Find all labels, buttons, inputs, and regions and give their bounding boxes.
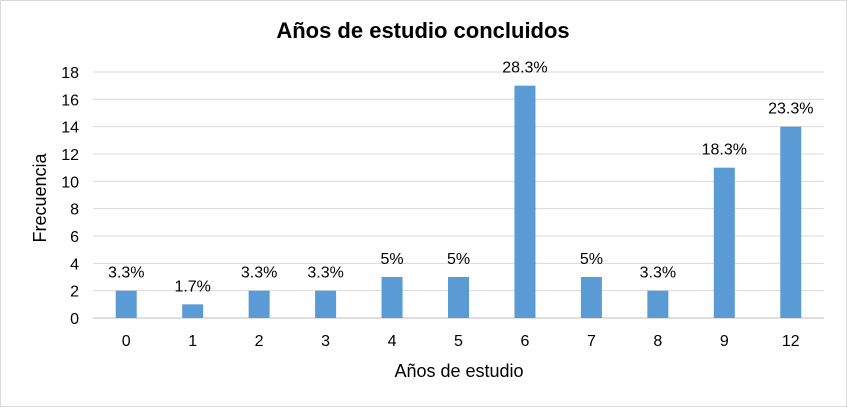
y-tick-label: 8 xyxy=(70,202,79,219)
gridlines xyxy=(93,71,824,319)
y-tick-label: 14 xyxy=(61,120,79,137)
bar xyxy=(115,290,137,318)
x-tick-label: 8 xyxy=(653,333,662,350)
y-tick-label: 4 xyxy=(70,256,79,273)
bar-data-label: 1.7% xyxy=(174,278,210,295)
bar-data-label: 3.3% xyxy=(640,265,676,282)
chart-title: Años de estudio concluidos xyxy=(276,18,569,43)
x-axis-label: Años de estudio xyxy=(394,361,523,381)
bar-data-label: 5% xyxy=(580,251,603,268)
x-tick-label: 5 xyxy=(454,333,463,350)
y-tick-label: 0 xyxy=(70,311,79,328)
x-tick-label: 12 xyxy=(782,333,800,350)
data-labels: 3.3% 1.7% 3.3% 3.3% 5% 5% 28.3% 5% 3.3% 18.3% 23.3… xyxy=(108,60,813,296)
bar-data-label: 3.3% xyxy=(307,265,343,282)
y-tick-label: 10 xyxy=(61,174,79,191)
x-tick-label: 0 xyxy=(122,333,131,350)
bar xyxy=(448,277,469,318)
bar-data-label: 3.3% xyxy=(108,265,144,282)
bar xyxy=(248,290,270,318)
bars xyxy=(115,85,802,319)
x-tick-label: 1 xyxy=(188,333,197,350)
y-tick-label: 16 xyxy=(61,92,79,109)
bar xyxy=(182,304,204,318)
y-tick-label: 12 xyxy=(61,147,79,164)
bar xyxy=(381,277,403,318)
bar-data-label: 5% xyxy=(447,251,470,268)
bar xyxy=(713,167,735,318)
x-tick-label: 2 xyxy=(255,333,264,350)
bar-data-label: 18.3% xyxy=(702,142,747,159)
bar-data-label: 23.3% xyxy=(768,101,813,118)
x-tick-label: 3 xyxy=(321,333,330,350)
bar xyxy=(580,277,602,318)
bar xyxy=(514,85,536,319)
y-tick-label: 6 xyxy=(70,229,79,246)
x-tick-label: 6 xyxy=(521,333,530,350)
bar-data-label: 28.3% xyxy=(502,60,547,77)
x-tick-label: 4 xyxy=(388,333,397,350)
x-axis-ticks: 0 1 2 3 4 5 6 7 8 9 12 xyxy=(122,333,800,350)
x-tick-label: 9 xyxy=(720,333,729,350)
y-axis-ticks: 0 2 4 6 8 10 12 14 16 18 xyxy=(61,65,79,328)
bar xyxy=(647,290,669,318)
bar-data-label: 3.3% xyxy=(241,265,277,282)
x-tick-label: 7 xyxy=(587,333,596,350)
bar-data-label: 5% xyxy=(380,251,403,268)
bar xyxy=(315,290,337,318)
y-tick-label: 2 xyxy=(70,284,79,301)
y-axis-label: Frecuencia xyxy=(30,152,50,242)
y-tick-label: 18 xyxy=(61,65,79,82)
bar xyxy=(780,126,802,319)
